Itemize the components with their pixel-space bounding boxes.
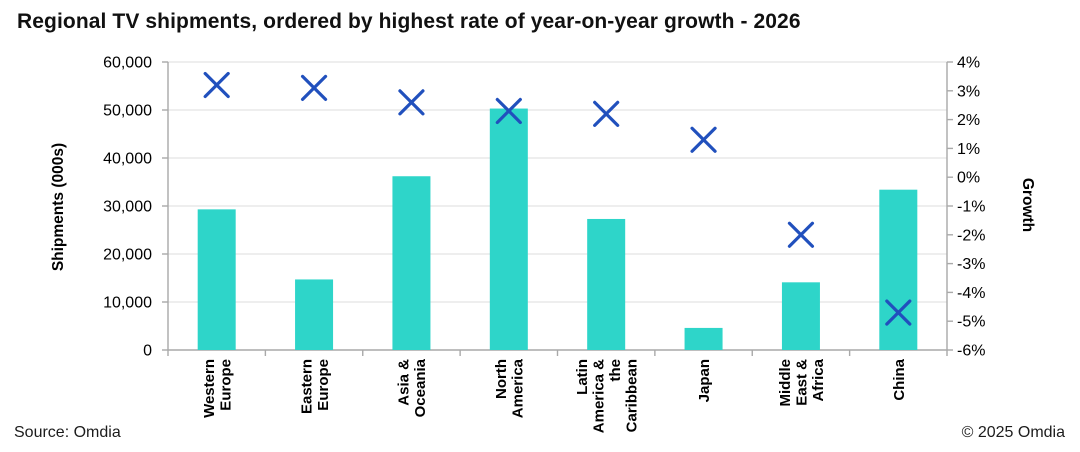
copyright-note: © 2025 Omdia (961, 424, 1065, 441)
left-axis-tick-label: 10,000 (103, 295, 152, 312)
growth-marker-eastern-europe (300, 74, 328, 102)
category-label-middle-east-africa: East & (793, 359, 810, 406)
category-label-asia-oceania: Oceania (412, 358, 429, 417)
category-label-latin-america-the-caribbean: Caribbean (623, 359, 640, 432)
bar-eastern-europe (295, 279, 334, 350)
category-label-eastern-europe: Eastern (298, 359, 315, 414)
category-label-asia-oceania: Asia & (396, 359, 413, 406)
category-label-latin-america-the-caribbean: the (607, 359, 624, 382)
bar-western-europe (197, 209, 236, 350)
category-label-north-america: America (510, 358, 527, 418)
right-axis-tick-label: -6% (957, 343, 985, 360)
right-axis-tick-label: 3% (957, 83, 980, 100)
right-axis-tick-label: 0% (957, 170, 980, 187)
right-axis-tick-label: -5% (957, 314, 985, 331)
bar-middle-east-africa (781, 282, 820, 350)
category-label-middle-east-africa: Africa (810, 358, 827, 401)
category-label-japan: Japan (696, 359, 713, 402)
category-label-latin-america-the-caribbean: Latin (574, 359, 591, 395)
chart-title: Regional TV shipments, ordered by highes… (17, 10, 801, 33)
left-axis-tick-label: 20,000 (103, 247, 152, 264)
left-axis-tick-label: 60,000 (103, 55, 152, 72)
category-label-north-america: North (493, 359, 510, 399)
growth-marker-north-america (495, 97, 522, 125)
right-axis-tick-label: -2% (957, 227, 985, 244)
bar-japan (684, 327, 723, 350)
left-axis-title: Shipments (000s) (50, 142, 67, 272)
source-note: Source: Omdia (14, 424, 121, 441)
category-label-eastern-europe: Europe (315, 359, 332, 411)
right-axis-tick-label: 1% (957, 141, 980, 158)
growth-marker-middle-east-africa (787, 221, 815, 248)
growth-marker-latin-america-the-caribbean (593, 100, 620, 127)
growth-marker-china (885, 299, 912, 326)
category-label-middle-east-africa: Middle (777, 359, 794, 407)
bar-asia-oceania (392, 176, 431, 350)
right-axis-tick-label: 2% (957, 112, 980, 129)
right-axis-tick-label: 4% (957, 55, 980, 72)
bar-latin-america-the-caribbean (587, 218, 626, 350)
right-axis-tick-label: -3% (957, 256, 985, 273)
right-axis-title: Growth (1019, 177, 1036, 233)
category-label-western-europe: Europe (217, 359, 234, 411)
left-axis-tick-label: 50,000 (103, 103, 152, 120)
right-axis-tick-label: -1% (957, 199, 985, 216)
bar-north-america (489, 108, 528, 350)
growth-marker-western-europe (203, 71, 230, 99)
left-axis-tick-label: 40,000 (103, 151, 152, 168)
category-label-latin-america-the-caribbean: America & (590, 359, 607, 433)
bar-china (879, 189, 918, 350)
category-label-china: China (891, 358, 908, 400)
growth-marker-asia-oceania (398, 89, 425, 116)
left-axis-tick-label: 0 (143, 343, 152, 360)
category-label-western-europe: Western (201, 359, 218, 418)
left-axis-tick-label: 30,000 (103, 199, 152, 216)
growth-marker-japan (690, 126, 717, 153)
right-axis-tick-label: -4% (957, 285, 985, 302)
